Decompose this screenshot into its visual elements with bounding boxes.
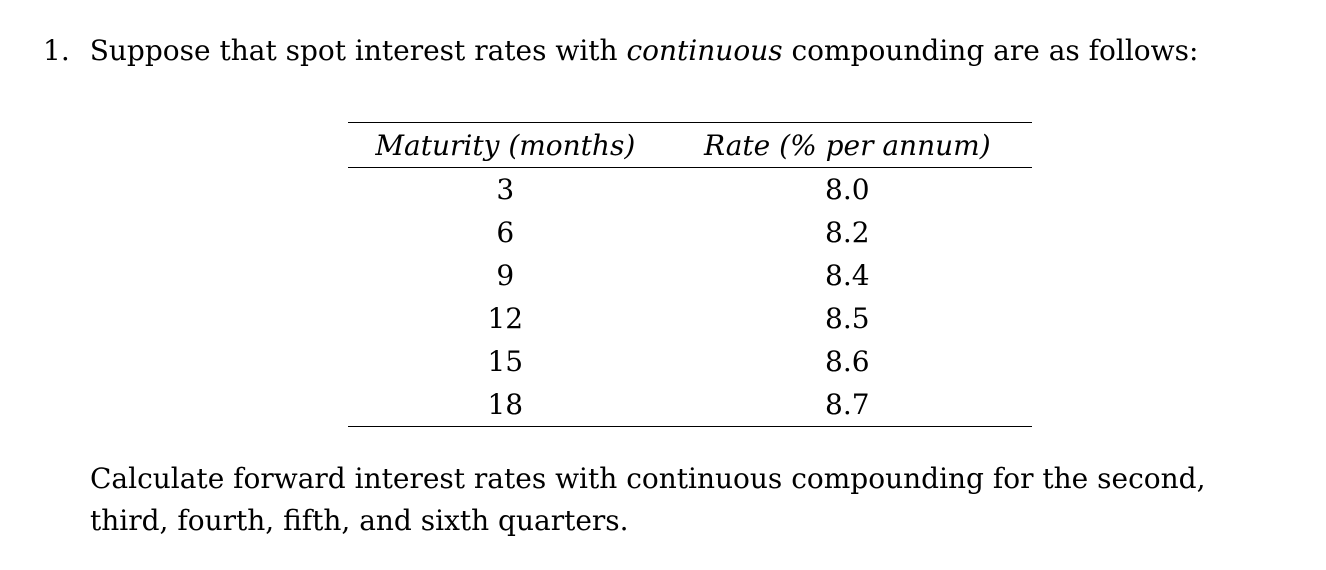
maturity-cell: 18 [487, 388, 524, 421]
rate-cell: 8.4 [825, 259, 870, 292]
table-row: 12 8.5 [348, 297, 1032, 340]
maturity-cell: 6 [496, 216, 515, 249]
maturity-cell: 9 [496, 259, 515, 292]
table-row: 6 8.2 [348, 211, 1032, 254]
spot-rates-table: Maturity (months) Rate (% per annum) 3 8… [348, 122, 1032, 427]
problem-number: 1. [43, 34, 70, 67]
header-maturity-months: Maturity (months) [348, 122, 663, 168]
maturity-cell: 12 [487, 302, 524, 335]
rate-cell: 8.7 [825, 388, 870, 421]
problem-intro: 1. Suppose that spot interest rates with … [43, 30, 1198, 72]
rate-cell: 8.6 [825, 345, 870, 378]
rate-cell: 8.5 [825, 302, 870, 335]
question-line-1: Calculate forward interest rates with co… [90, 462, 1206, 495]
question-line-2: third, fourth, fifth, and sixth quarters… [90, 504, 629, 537]
table-header-row: Maturity (months) Rate (% per annum) [348, 122, 1032, 168]
intro-text-suffix: compounding are as follows: [782, 34, 1199, 67]
intro-text-prefix: Suppose that spot interest rates with [89, 34, 627, 67]
maturity-cell: 3 [496, 173, 515, 206]
header-rate-per-annum: Rate (% per annum) [662, 122, 1032, 168]
question-paragraph: Calculate forward interest rates with co… [90, 458, 1205, 542]
table-row: 15 8.6 [348, 340, 1032, 383]
rate-cell: 8.0 [825, 173, 870, 206]
table-row: 3 8.0 [348, 168, 1032, 212]
table-row: 9 8.4 [348, 254, 1032, 297]
maturity-cell: 15 [487, 345, 524, 378]
intro-emphasis-continuous: continuous [626, 34, 783, 67]
rate-cell: 8.2 [825, 216, 870, 249]
table-row: 18 8.7 [348, 383, 1032, 427]
